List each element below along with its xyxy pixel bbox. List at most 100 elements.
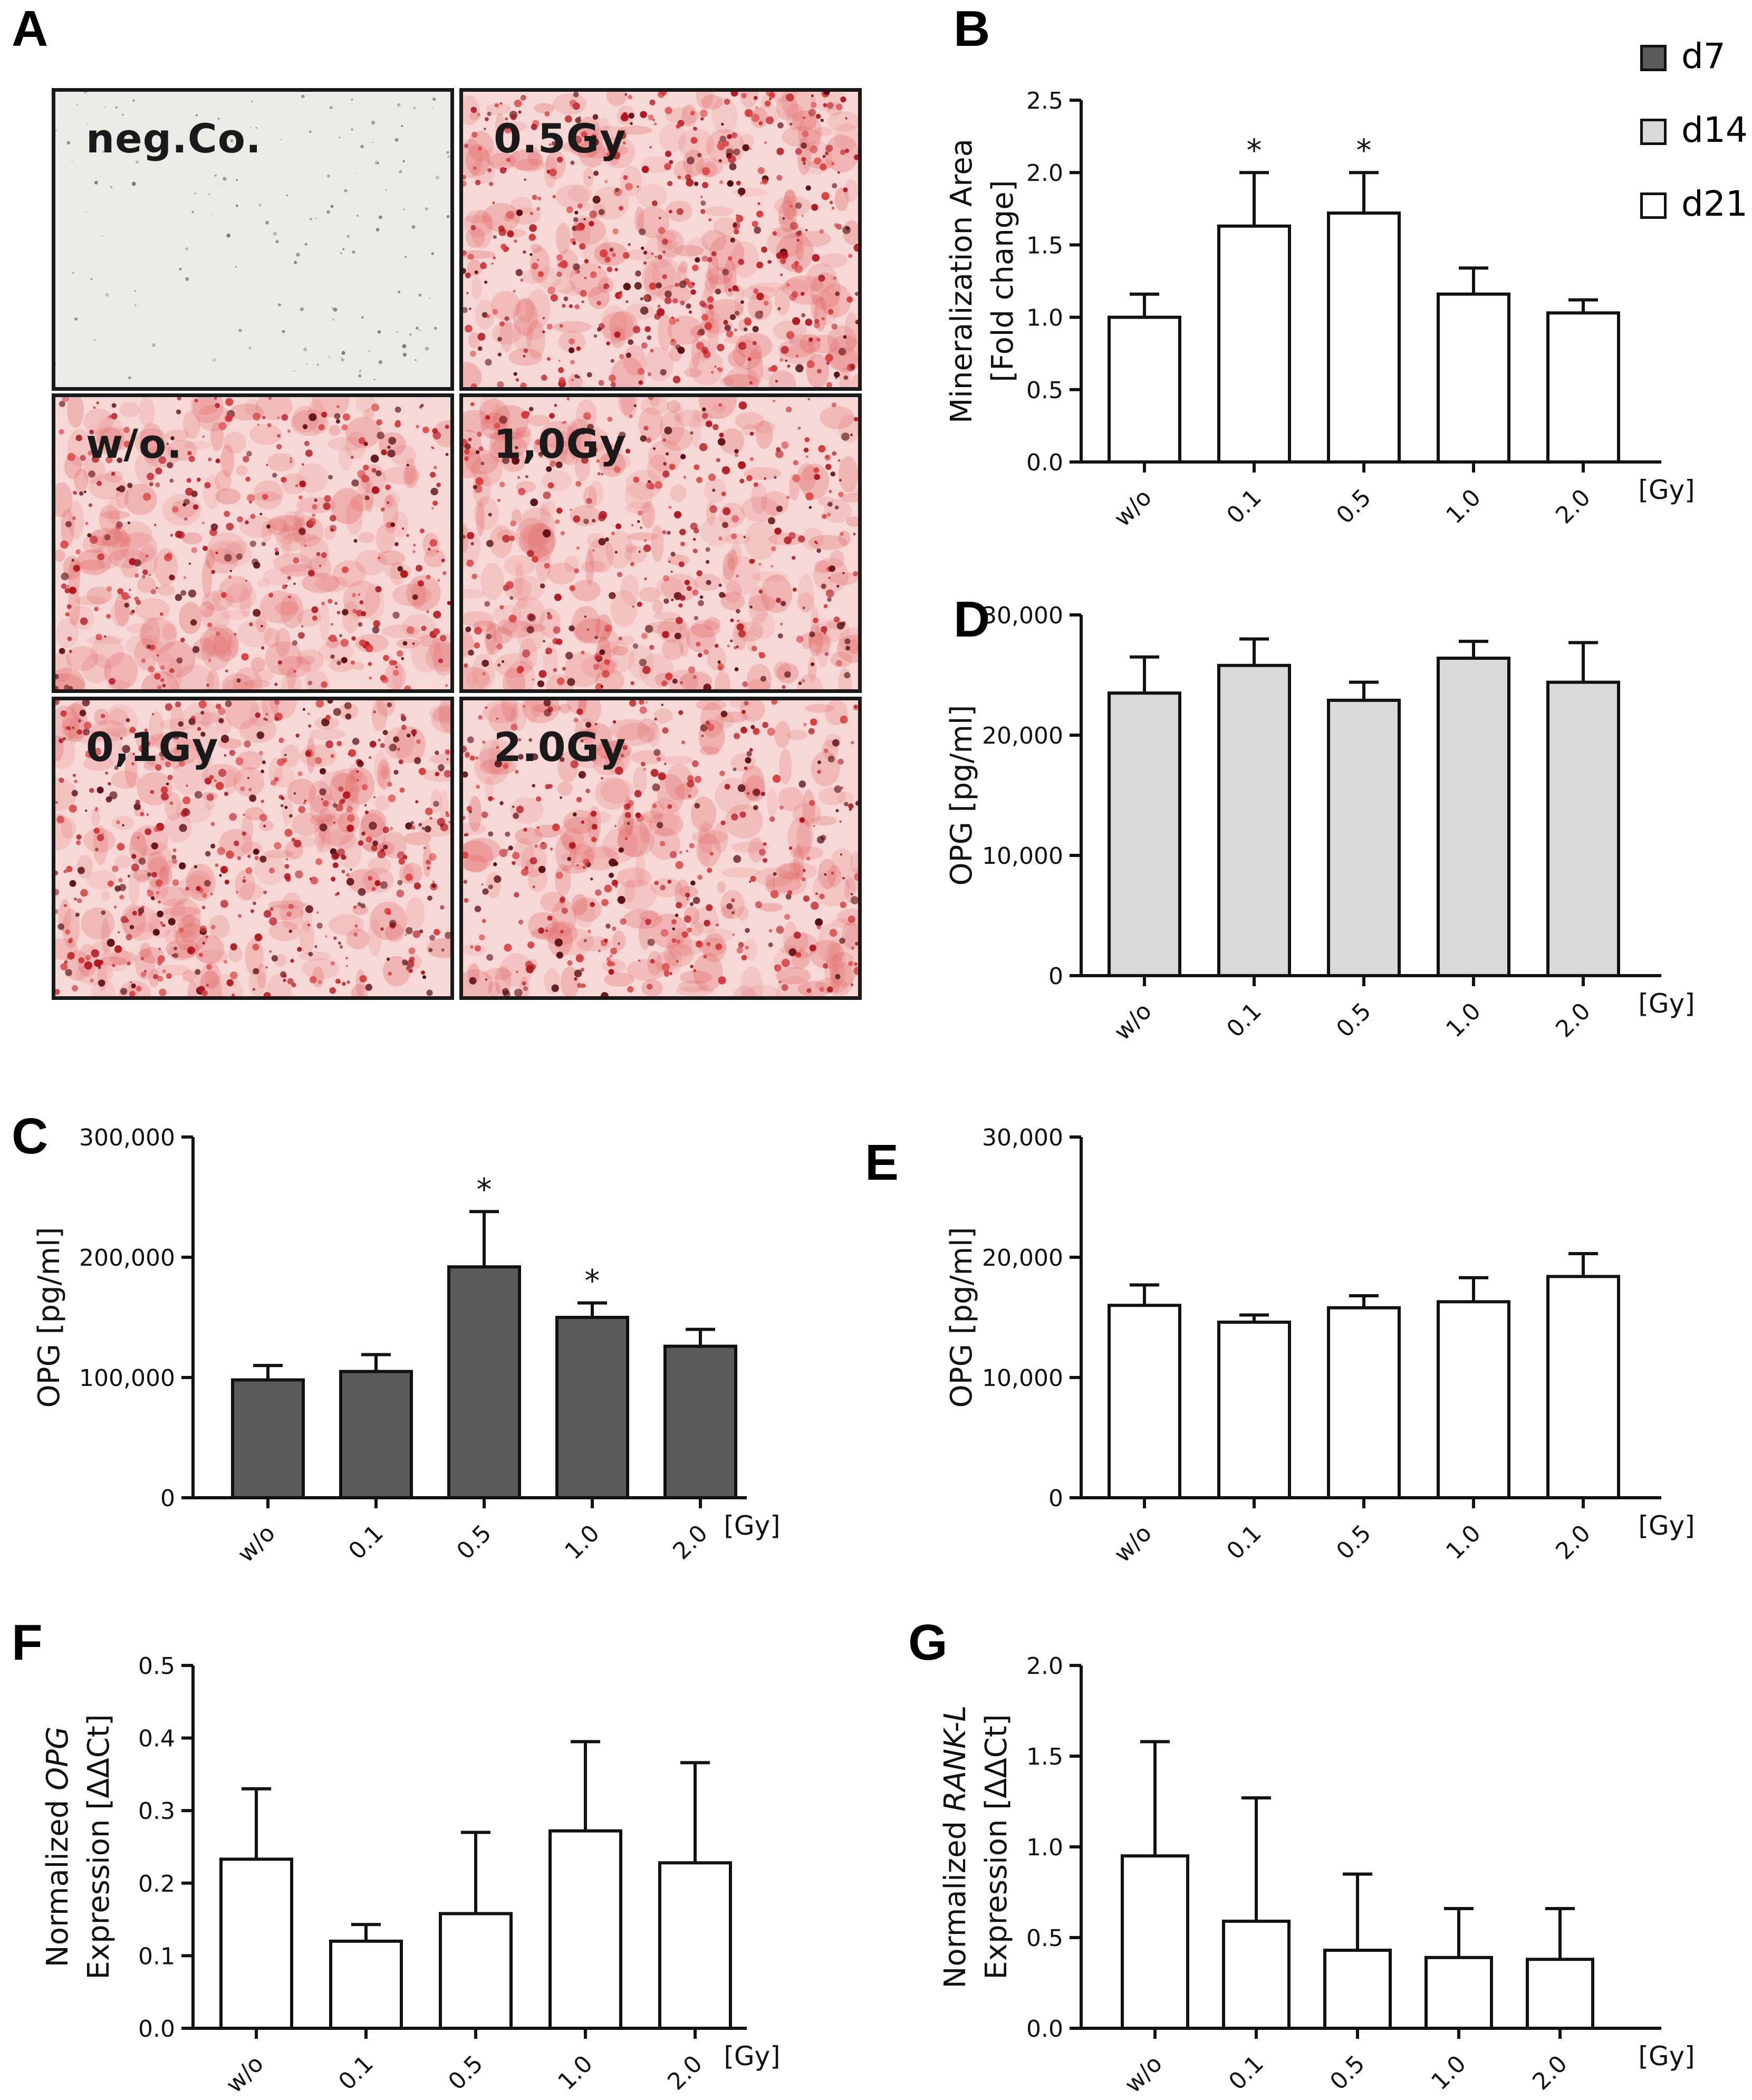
y-tick-label: 0.5 xyxy=(1026,1925,1063,1952)
bar-2.0 xyxy=(1526,1958,1594,2030)
y-tick-label: 20,000 xyxy=(982,1245,1063,1271)
y-tick-label: 1.5 xyxy=(1026,232,1063,259)
y-tick-label: 0.0 xyxy=(1026,449,1063,476)
x-tick-label: w/o xyxy=(1109,998,1157,1046)
legend-label-d21: d21 xyxy=(1681,184,1748,224)
micrograph-label: 2.0Gy xyxy=(494,724,627,770)
bar-0.1 xyxy=(1222,1920,1291,2030)
x-tick-label: 0.1 xyxy=(1221,998,1267,1043)
x-tick-label: 1.0 xyxy=(1426,2050,1471,2096)
micrograph-texture xyxy=(55,397,450,689)
significance-star: * xyxy=(1247,132,1262,168)
bar-w/o xyxy=(1108,691,1181,977)
y-tick-label: 0.5 xyxy=(1026,377,1063,404)
micrograph-label: 0.5Gy xyxy=(494,115,627,162)
x-tick-label: 1.0 xyxy=(553,2050,598,2096)
chart-g: 0.0 0.5 1.0 1.5 2.0 w/o 0.1 0.5 1.0 2.0 [Gy] Normal… xyxy=(938,1653,1695,2098)
y-tick-label: 1.0 xyxy=(1026,1834,1063,1861)
x-tick-label: 0.5 xyxy=(451,1520,497,1565)
bar-w/o xyxy=(1108,1304,1181,1499)
chart-e: 0 10,000 20,000 30,000 w/o 0.1 0.5 1.0 2.0 [Gy] OP… xyxy=(945,1124,1695,1568)
bar-2.0 xyxy=(1546,311,1620,464)
y-tick-label: 0.3 xyxy=(138,1798,175,1825)
x-tick-label: 1.0 xyxy=(1441,998,1486,1043)
y-axis-label: OPG [pg/ml] xyxy=(945,1227,979,1408)
micrograph-0-5gy: 0.5Gy xyxy=(459,88,862,391)
micrograph-texture xyxy=(55,700,450,996)
significance-star: * xyxy=(477,1171,492,1207)
panel-letter-a: A xyxy=(12,1,49,57)
panel-letter-d: D xyxy=(954,591,990,648)
y-tick-label: 0.2 xyxy=(138,1871,175,1897)
legend-swatch-d21 xyxy=(1640,192,1667,219)
bar-w/o xyxy=(219,1857,293,2030)
x-tick-label: 0.1 xyxy=(343,1520,389,1565)
legend-swatch-d14 xyxy=(1640,119,1667,145)
bar-0.5 xyxy=(447,1265,521,1499)
x-tick-label: 1.0 xyxy=(1441,484,1486,529)
bar-w/o xyxy=(1121,1854,1189,2030)
micrograph-1-0gy: 1,0Gy xyxy=(459,393,862,693)
bar-2.0 xyxy=(1546,1275,1620,1499)
y-tick-label: 200,000 xyxy=(79,1245,175,1271)
y-tick-label: 30,000 xyxy=(982,1124,1063,1151)
bar-2.0 xyxy=(663,1344,737,1499)
y-tick-label: 0.0 xyxy=(1026,2016,1063,2043)
x-unit-label: [Gy] xyxy=(1638,475,1695,505)
x-tick-label: w/o xyxy=(1120,2050,1168,2098)
x-tick-label: 0.5 xyxy=(1331,1520,1376,1565)
bar-0.5 xyxy=(1327,1306,1401,1499)
chart-c: 0 100,000 200,000 300,000 w/o 0.1 * 0.5 * 1.0 2.0 [… xyxy=(32,1124,781,1568)
x-tick-label: 0.1 xyxy=(333,2050,379,2096)
micrograph-label: neg.Co. xyxy=(86,115,262,162)
bar-1.0 xyxy=(1437,657,1510,977)
x-tick-label: 2.0 xyxy=(662,2050,708,2096)
chart-d: 0 10,000 20,000 30,000 w/o 0.1 0.5 1.0 2.0 [Gy] OP… xyxy=(945,602,1695,1046)
y-tick-label: 2.0 xyxy=(1026,1653,1063,1680)
y-tick-label: 0 xyxy=(1048,963,1063,990)
micrograph-label: w/o. xyxy=(86,420,183,467)
y-tick-label: 0 xyxy=(160,1485,175,1512)
micrograph-texture xyxy=(463,700,858,996)
legend-swatch-d7 xyxy=(1640,45,1667,71)
y-axis-label: OPG [pg/ml] xyxy=(32,1227,66,1408)
x-unit-label: [Gy] xyxy=(724,1510,780,1541)
panel-letter-f: F xyxy=(12,1614,43,1671)
x-tick-label: 0.5 xyxy=(443,2050,488,2096)
x-tick-label: 0.5 xyxy=(1331,484,1376,529)
bar-0.1 xyxy=(1217,224,1291,464)
y-axis-label: [Fold change] xyxy=(986,180,1020,382)
x-tick-label: 2.0 xyxy=(1551,484,1596,529)
x-tick-label: 1.0 xyxy=(1441,1520,1486,1565)
y-tick-label: 100,000 xyxy=(79,1365,175,1392)
micrograph-texture xyxy=(463,397,858,689)
x-tick-label: 0.5 xyxy=(1325,2050,1370,2096)
y-tick-label: 1.5 xyxy=(1026,1743,1063,1770)
y-tick-label: 0.1 xyxy=(138,1943,175,1970)
x-unit-label: [Gy] xyxy=(1638,988,1695,1019)
y-axis-label: Normalized OPG xyxy=(41,1727,75,1968)
y-axis-label: OPG [pg/ml] xyxy=(945,705,979,886)
y-tick-label: 2.0 xyxy=(1026,160,1063,187)
y-axis-label: Mineralization Area xyxy=(945,139,979,423)
micrograph-texture xyxy=(463,92,858,387)
micrograph-without: w/o. xyxy=(52,393,454,693)
x-tick-label: 0.1 xyxy=(1224,2050,1269,2096)
y-tick-label: 10,000 xyxy=(982,843,1063,870)
chart-f: 0.0 0.1 0.2 0.3 0.4 0.5 w/o 0.1 0.5 1.0 2.0 [Gy] Nor… xyxy=(41,1653,781,2098)
significance-star: * xyxy=(585,1263,600,1299)
chart-b: 0.0 0.5 1.0 1.5 2.0 2.5 w/o * 0.1 * 0.5 1.0 2.0 [Gy] M… xyxy=(945,88,1695,532)
bar-0.1 xyxy=(1217,663,1291,977)
x-tick-label: 2.0 xyxy=(1551,1520,1596,1565)
x-tick-label: 0.5 xyxy=(1331,998,1376,1043)
micrograph-2-0gy: 2.0Gy xyxy=(459,697,862,1000)
bar-1.0 xyxy=(1437,292,1510,464)
panel-letter-g: G xyxy=(908,1614,948,1671)
x-tick-label: w/o xyxy=(233,1520,281,1568)
bar-2.0 xyxy=(658,1861,732,2030)
y-tick-label: 1.0 xyxy=(1026,305,1063,332)
y-tick-label: 0 xyxy=(1048,1485,1063,1512)
bar-0.1 xyxy=(339,1370,413,1500)
bar-0.5 xyxy=(1323,1949,1392,2030)
